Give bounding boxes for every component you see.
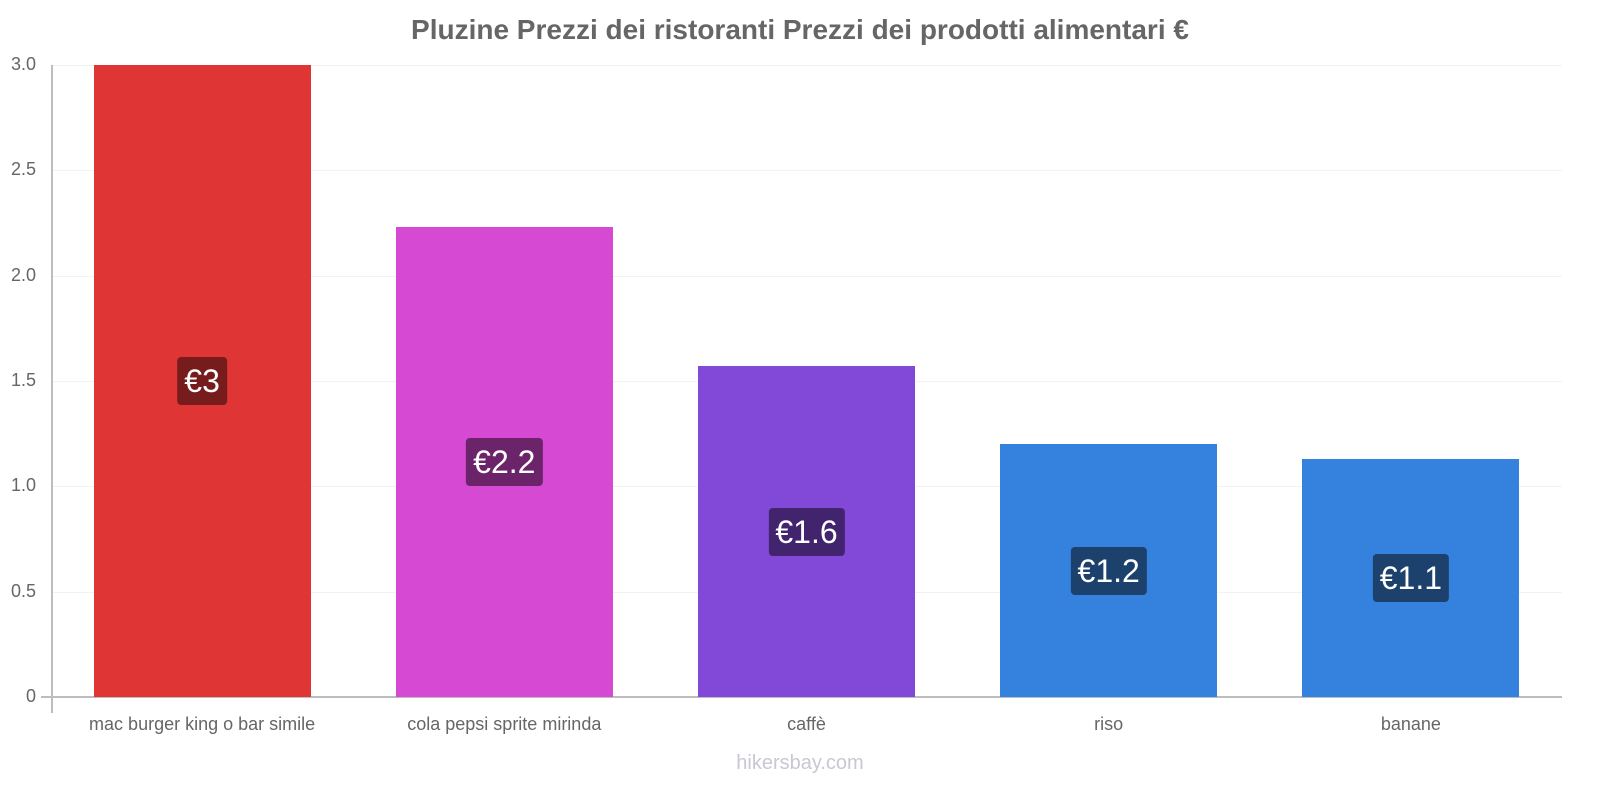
y-tick-label: 1.5 bbox=[10, 370, 36, 390]
x-axis-line bbox=[41, 696, 1562, 698]
gridline bbox=[51, 170, 1562, 172]
bar-value-label: €1.6 bbox=[768, 507, 845, 556]
chart-title: Pluzine Prezzi dei ristoranti Prezzi dei… bbox=[411, 14, 1189, 45]
gridline bbox=[51, 275, 1562, 277]
y-tick-label: 2.5 bbox=[10, 159, 36, 180]
x-tick-label: caffè bbox=[787, 714, 826, 734]
y-tick-label: 1.0 bbox=[10, 475, 36, 496]
x-tick-label: mac burger king o bar simile bbox=[89, 714, 316, 734]
x-tick-label: banane bbox=[1380, 714, 1441, 734]
bar-value-label: €3 bbox=[177, 357, 227, 405]
y-tick-label: 3.0 bbox=[10, 54, 36, 74]
y-tick-label: 0.5 bbox=[10, 580, 36, 601]
watermark: hikersbay.com bbox=[736, 752, 864, 774]
y-tick-label: 0 bbox=[25, 686, 36, 706]
bar-value-label: €2.2 bbox=[466, 438, 543, 487]
gridline bbox=[51, 65, 1562, 66]
x-tick-label: riso bbox=[1094, 714, 1124, 734]
bar-value-label: €1.1 bbox=[1372, 553, 1450, 602]
x-tick-label: cola pepsi sprite mirinda bbox=[407, 714, 602, 734]
bar-value-label: €1.2 bbox=[1070, 546, 1147, 595]
y-axis-line bbox=[51, 65, 53, 713]
y-tick-label: 2.0 bbox=[10, 264, 36, 285]
